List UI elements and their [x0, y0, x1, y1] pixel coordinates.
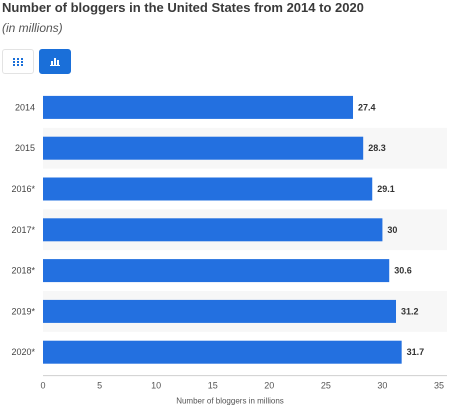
- chart-subtitle: (in millions): [2, 21, 63, 35]
- bar[interactable]: [43, 340, 402, 364]
- x-tick-label: 15: [208, 381, 218, 391]
- category-labels: 2014 2015 2016* 2017* 2018* 2019* 2020*: [11, 102, 35, 357]
- x-tick-label: 25: [321, 381, 331, 391]
- value-label: 31.7: [407, 347, 425, 357]
- value-label: 27.4: [358, 102, 376, 112]
- x-tick-labels: 0 5 10 15 20 25 30 35: [40, 381, 444, 391]
- grid-icon: [13, 57, 23, 66]
- bar-chart-icon: [50, 58, 60, 66]
- category-label: 2020*: [11, 347, 35, 357]
- value-labels: 27.4 28.3 29.1 30 30.6 31.2 31.7: [358, 102, 424, 357]
- x-tick-label: 35: [434, 381, 444, 391]
- bar[interactable]: [43, 218, 383, 242]
- x-axis-label: Number of bloggers in millions: [176, 397, 284, 406]
- value-label: 30.6: [394, 266, 412, 276]
- bars: [43, 95, 402, 364]
- bar[interactable]: [43, 299, 397, 323]
- category-label: 2016*: [11, 184, 35, 194]
- x-tick-label: 20: [264, 381, 274, 391]
- x-tick-label: 0: [40, 381, 45, 391]
- bar[interactable]: [43, 136, 364, 160]
- x-tick-label: 10: [151, 381, 161, 391]
- value-label: 29.1: [377, 184, 395, 194]
- bar[interactable]: [43, 259, 390, 283]
- value-label: 30: [387, 225, 397, 235]
- category-label: 2017*: [11, 225, 35, 235]
- x-tick-label: 30: [377, 381, 387, 391]
- category-label: 2019*: [11, 306, 35, 316]
- bar[interactable]: [43, 177, 373, 201]
- value-label: 28.3: [368, 143, 386, 153]
- category-label: 2014: [15, 102, 35, 112]
- value-label: 31.2: [401, 306, 419, 316]
- category-label: 2015: [15, 143, 35, 153]
- bar[interactable]: [43, 95, 354, 119]
- table-view-button[interactable]: [2, 49, 34, 74]
- chart-title: Number of bloggers in the United States …: [2, 0, 364, 15]
- x-tick-label: 5: [97, 381, 102, 391]
- category-label: 2018*: [11, 266, 35, 276]
- chart-view-button[interactable]: [39, 49, 71, 74]
